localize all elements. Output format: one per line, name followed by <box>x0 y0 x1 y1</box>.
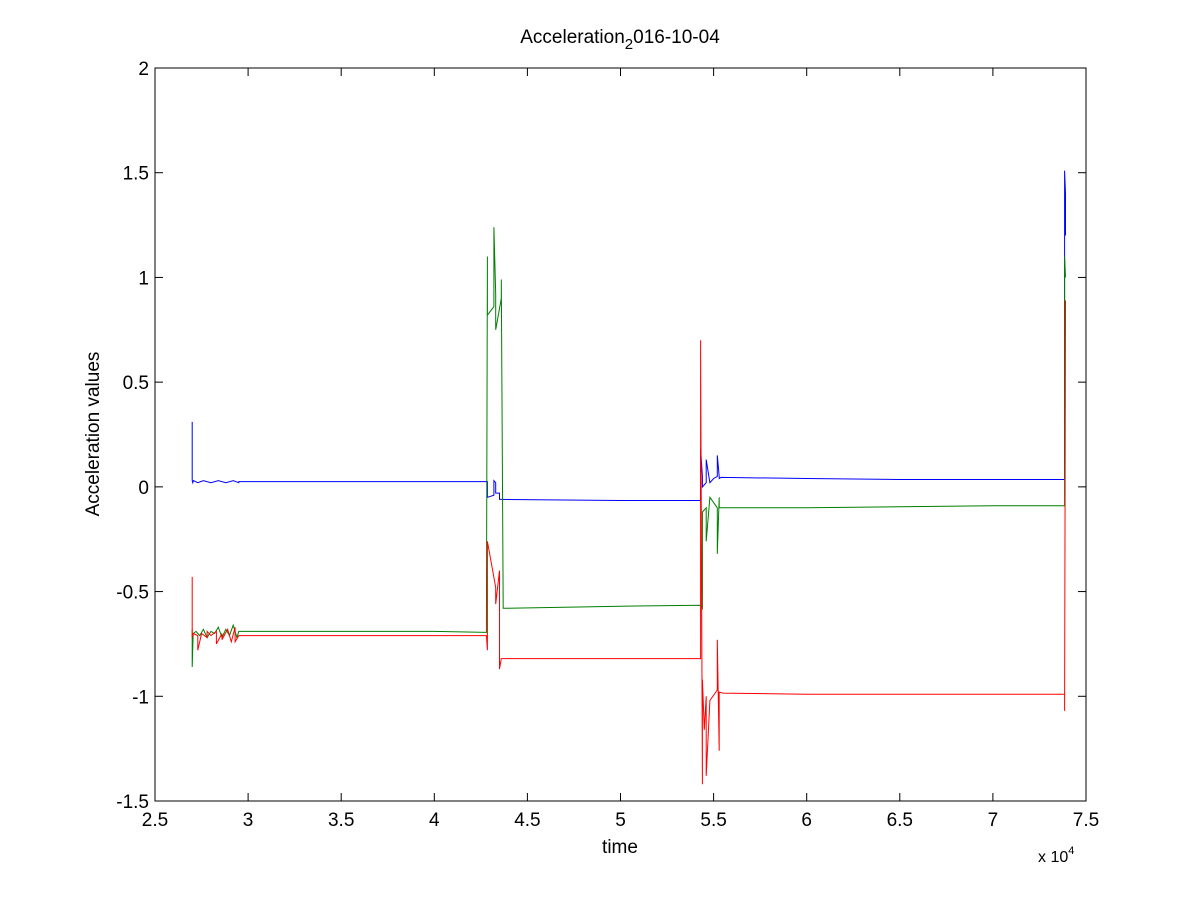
x-tick-label: 3.5 <box>328 810 354 831</box>
y-axis-label: Acceleration values <box>83 352 104 517</box>
x-tick-label: 5.5 <box>700 810 726 831</box>
series-line-1 <box>191 170 1066 501</box>
chart-title-main: Acceleration <box>520 27 625 48</box>
series-layer <box>191 170 1066 785</box>
chart-title: Acceleration2016-10-04 <box>520 27 720 53</box>
y-axis-ticks: -1.5 -1 -0.5 0 0.5 1 1.5 2 <box>116 59 1086 813</box>
x-axis-multiplier-exponent: 4 <box>1068 845 1074 857</box>
x-tick-label: 5 <box>615 810 626 831</box>
x-tick-label: 7.5 <box>1073 810 1099 831</box>
x-tick-label: 7 <box>988 810 999 831</box>
chart-title-rest: 016-10-04 <box>633 27 720 48</box>
x-tick-label: 3 <box>243 810 254 831</box>
y-tick-label: 1 <box>138 268 149 289</box>
y-tick-label: 2 <box>138 59 149 80</box>
y-tick-label: 0.5 <box>123 373 149 394</box>
x-tick-label: 4 <box>429 810 440 831</box>
series-line-3 <box>191 300 1066 785</box>
x-tick-label: 6.5 <box>887 810 913 831</box>
x-tick-label: 6 <box>801 810 812 831</box>
chart-title-subscript: 2 <box>625 36 633 53</box>
y-tick-label: -1.5 <box>116 792 149 813</box>
y-tick-label: 0 <box>138 478 149 499</box>
y-tick-label: -1 <box>132 687 149 708</box>
x-axis-multiplier: x 104 <box>1038 845 1074 866</box>
x-axis-ticks: 2.5 3 3.5 4 4.5 5 5.5 6 6.5 7 7.5 <box>142 68 1099 831</box>
x-tick-label: 2.5 <box>142 810 168 831</box>
y-tick-label: -0.5 <box>116 583 149 604</box>
x-axis-label: time <box>602 837 638 858</box>
plot-area <box>155 68 1086 801</box>
x-tick-label: 4.5 <box>514 810 540 831</box>
y-tick-label: 1.5 <box>123 164 149 185</box>
x-axis-multiplier-base: x 10 <box>1038 849 1068 866</box>
